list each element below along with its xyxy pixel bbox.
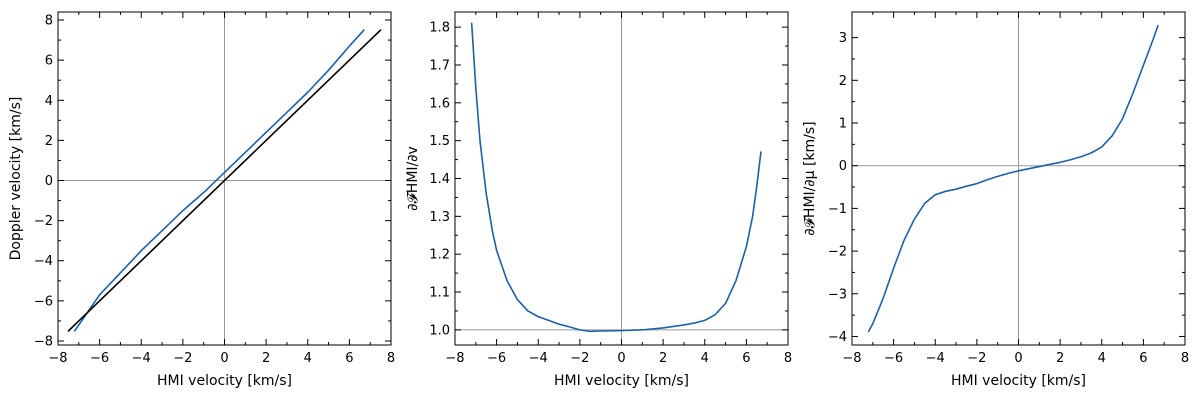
series-line-1 — [67, 29, 382, 332]
y-tick-label: 1.8 — [429, 21, 450, 36]
x-tick-label: −8 — [48, 351, 67, 366]
y-tick-label: −8 — [34, 334, 53, 349]
x-tick-label: 4 — [701, 351, 709, 366]
y-axis-label: ∂𝓕HMI/∂μ [km/s] — [802, 121, 818, 235]
x-tick-label: −6 — [884, 351, 903, 366]
y-axis-label: Doppler velocity [km/s] — [8, 97, 24, 261]
y-tick-label: −6 — [34, 294, 53, 309]
x-axis-label: HMI velocity [km/s] — [554, 373, 689, 389]
x-tick-label: 8 — [1181, 351, 1189, 366]
y-tick-label: 1 — [839, 117, 847, 132]
x-tick-label: 6 — [742, 351, 750, 366]
x-tick-label: 2 — [659, 351, 667, 366]
y-tick-label: −3 — [828, 287, 847, 302]
y-tick-label: 1.1 — [429, 286, 450, 301]
x-tick-label: −4 — [529, 351, 548, 366]
x-tick-label: −2 — [570, 351, 589, 366]
x-tick-label: −2 — [967, 351, 986, 366]
x-tick-label: 6 — [345, 351, 353, 366]
x-tick-label: −6 — [90, 351, 109, 366]
x-tick-label: 4 — [1098, 351, 1106, 366]
x-tick-label: 8 — [387, 351, 395, 366]
x-tick-label: −6 — [487, 351, 506, 366]
x-tick-label: 2 — [1056, 351, 1064, 366]
x-tick-label: −4 — [926, 351, 945, 366]
x-tick-label: 0 — [1014, 351, 1022, 366]
x-tick-label: 8 — [784, 351, 792, 366]
x-tick-label: 6 — [1139, 351, 1147, 366]
y-tick-label: 1.6 — [429, 96, 450, 111]
y-tick-label: −4 — [34, 254, 53, 269]
y-tick-label: 2 — [45, 134, 53, 149]
x-tick-label: 0 — [220, 351, 228, 366]
x-tick-label: −4 — [132, 351, 151, 366]
panel-doppler-vs-hmi: −8 −6 −4 −2 0 2 4 6 8 −8 −6 −4 −2 0 2 4 6 8 HMI velocity [… — [8, 11, 395, 389]
x-tick-label: −8 — [445, 351, 464, 366]
y-tick-label: −4 — [828, 330, 847, 345]
series-line-0 — [73, 29, 365, 332]
y-tick-label: 1.3 — [429, 210, 450, 225]
y-tick-label: 2 — [839, 74, 847, 89]
x-tick-label: −2 — [173, 351, 192, 366]
x-tick-label: 2 — [262, 351, 270, 366]
y-tick-label: 1.4 — [429, 172, 450, 187]
y-tick-label: 1.5 — [429, 134, 450, 149]
y-tick-label: −2 — [34, 214, 53, 229]
x-tick-label: 4 — [304, 351, 312, 366]
panel-dF-dv: −8 −6 −4 −2 0 2 4 6 8 1.0 1.1 1.2 1.3 1.4 1.5 1.6 1.7 1.8… — [405, 11, 792, 389]
y-tick-label: 0 — [839, 159, 847, 174]
y-tick-label: 6 — [45, 54, 53, 69]
y-tick-label: 1.2 — [429, 248, 450, 263]
panel-dF-dmu: −8 −6 −4 −2 0 2 4 6 8 −4 −3 −2 −1 0 1 2 3 HMI velocity [k… — [802, 11, 1189, 389]
x-axis-label: HMI velocity [km/s] — [157, 373, 292, 389]
y-tick-label: 1.7 — [429, 58, 450, 73]
series-line-0 — [470, 22, 762, 333]
x-axis-label: HMI velocity [km/s] — [951, 373, 1086, 389]
series-line-0 — [867, 24, 1159, 333]
y-axis-label: ∂𝓕HMI/∂v — [405, 146, 421, 211]
x-tick-label: 0 — [617, 351, 625, 366]
y-tick-label: −1 — [828, 202, 847, 217]
y-tick-label: −2 — [828, 245, 847, 260]
y-tick-label: 0 — [45, 174, 53, 189]
y-tick-label: 3 — [839, 31, 847, 46]
y-tick-label: 1.0 — [429, 323, 450, 338]
x-tick-label: −8 — [842, 351, 861, 366]
y-tick-label: 4 — [45, 94, 53, 109]
y-tick-label: 8 — [45, 14, 53, 29]
